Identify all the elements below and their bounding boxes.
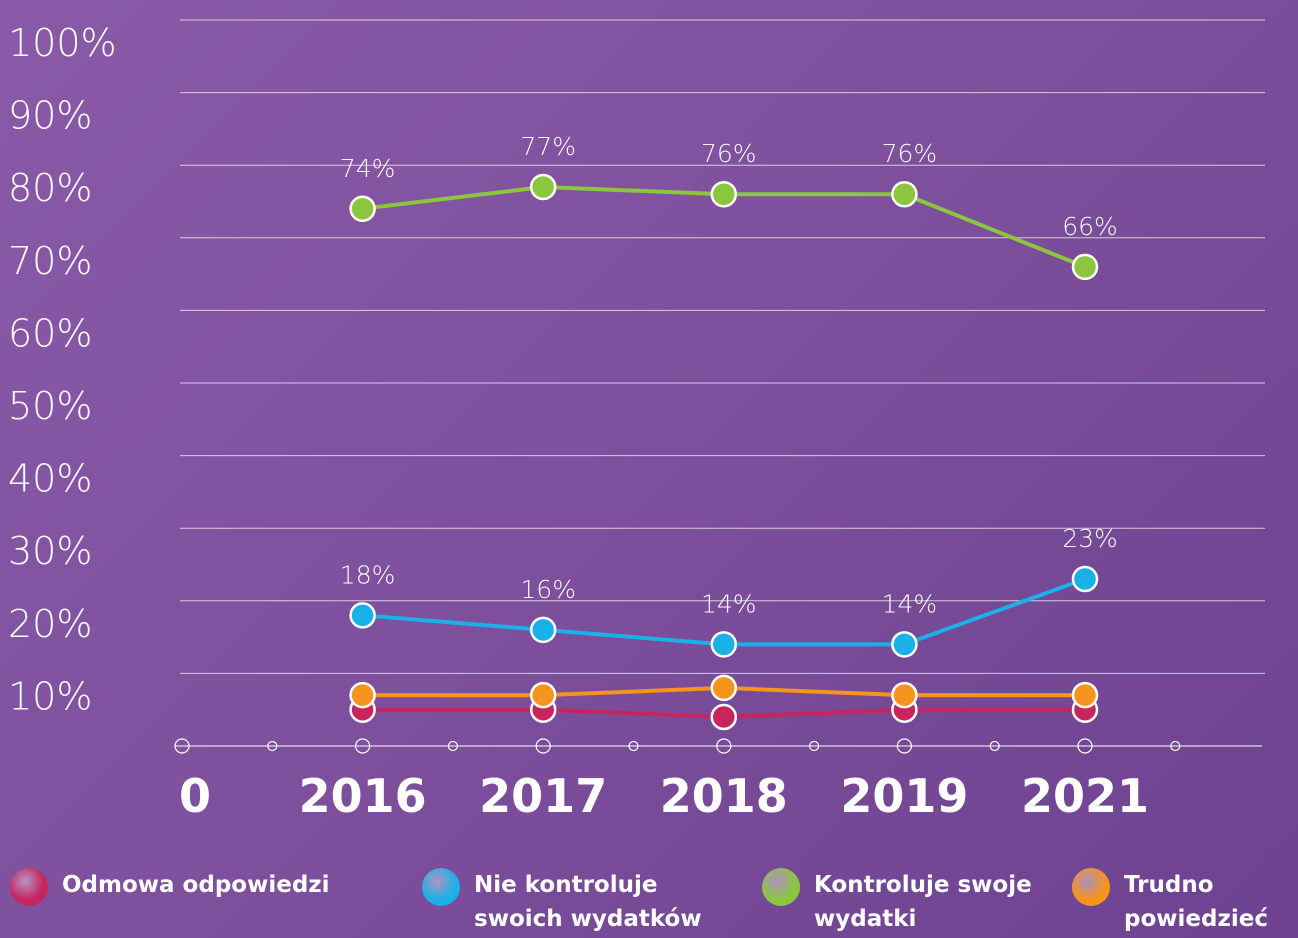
axis-dot bbox=[808, 740, 820, 752]
point bbox=[529, 681, 557, 709]
data-label: 76% bbox=[701, 139, 757, 168]
y-tick-label: 90% bbox=[8, 94, 92, 138]
point bbox=[710, 180, 738, 208]
axis-dot bbox=[628, 740, 639, 752]
axis-dot bbox=[896, 738, 913, 754]
point bbox=[1071, 565, 1099, 593]
x-tick-label: 2016 bbox=[299, 769, 427, 823]
legend-item: Kontroluje swoje wydatki bbox=[762, 868, 1052, 936]
point bbox=[349, 195, 376, 223]
legend-label: Kontroluje swoje wydatki bbox=[814, 872, 1032, 932]
y-tick-label: 70% bbox=[8, 239, 92, 283]
legend-swatch bbox=[422, 868, 460, 906]
x-tick-label: 0 bbox=[179, 769, 211, 823]
point bbox=[710, 674, 738, 702]
x-tick-label: 2017 bbox=[479, 769, 607, 823]
x-tick-label: 2018 bbox=[660, 769, 788, 823]
point bbox=[891, 681, 918, 709]
data-label: 18% bbox=[340, 560, 396, 589]
axis-dot bbox=[447, 740, 458, 752]
y-tick-label: 50% bbox=[8, 384, 92, 428]
axis-dot bbox=[1077, 738, 1093, 754]
legend-label: Trudno powiedzieć bbox=[1124, 872, 1268, 932]
axis-dot bbox=[267, 740, 278, 752]
y-tick-label: 10% bbox=[8, 674, 92, 718]
data-label: 74% bbox=[340, 154, 396, 183]
legend-label: Odmowa odpowiedzi bbox=[62, 872, 330, 898]
point bbox=[1071, 681, 1099, 709]
y-tick-label: 20% bbox=[8, 602, 92, 646]
axis-dot bbox=[716, 738, 732, 754]
point bbox=[349, 602, 376, 629]
point bbox=[529, 616, 557, 644]
legend-swatch bbox=[762, 868, 800, 906]
x-tick-label: 2019 bbox=[840, 769, 968, 823]
axis-dot bbox=[989, 740, 1000, 752]
data-label: 66% bbox=[1062, 212, 1118, 241]
axis-dot bbox=[174, 738, 190, 754]
legend-swatch bbox=[10, 868, 48, 906]
point bbox=[710, 631, 738, 658]
data-label: 76% bbox=[882, 139, 938, 168]
y-tick-label: 30% bbox=[8, 529, 92, 573]
data-label: 14% bbox=[882, 589, 938, 618]
legend-label: Nie kontroluje swoich wydatków bbox=[474, 872, 702, 932]
legend-item: Trudno powiedzieć bbox=[1072, 868, 1292, 936]
y-tick-label: 60% bbox=[8, 311, 92, 355]
axis-dot bbox=[1170, 740, 1181, 752]
y-tick-label: 100% bbox=[8, 21, 117, 65]
y-tick-label: 40% bbox=[8, 457, 92, 501]
data-label: 14% bbox=[701, 589, 757, 618]
point bbox=[891, 180, 918, 208]
legend-item: Odmowa odpowiedzi bbox=[10, 868, 390, 906]
data-label: 16% bbox=[520, 575, 576, 604]
x-tick-label: 2021 bbox=[1021, 769, 1149, 823]
legend-item: Nie kontroluje swoich wydatków bbox=[422, 868, 742, 936]
point bbox=[529, 173, 557, 201]
point bbox=[1071, 253, 1099, 281]
point bbox=[349, 681, 376, 709]
data-label: 77% bbox=[520, 132, 576, 161]
y-tick-label: 80% bbox=[8, 166, 92, 210]
data-label: 23% bbox=[1062, 524, 1118, 553]
axis-dot bbox=[535, 738, 551, 754]
axis-dot bbox=[355, 738, 371, 754]
legend-swatch bbox=[1072, 868, 1110, 906]
point bbox=[710, 703, 738, 731]
point bbox=[891, 631, 918, 658]
